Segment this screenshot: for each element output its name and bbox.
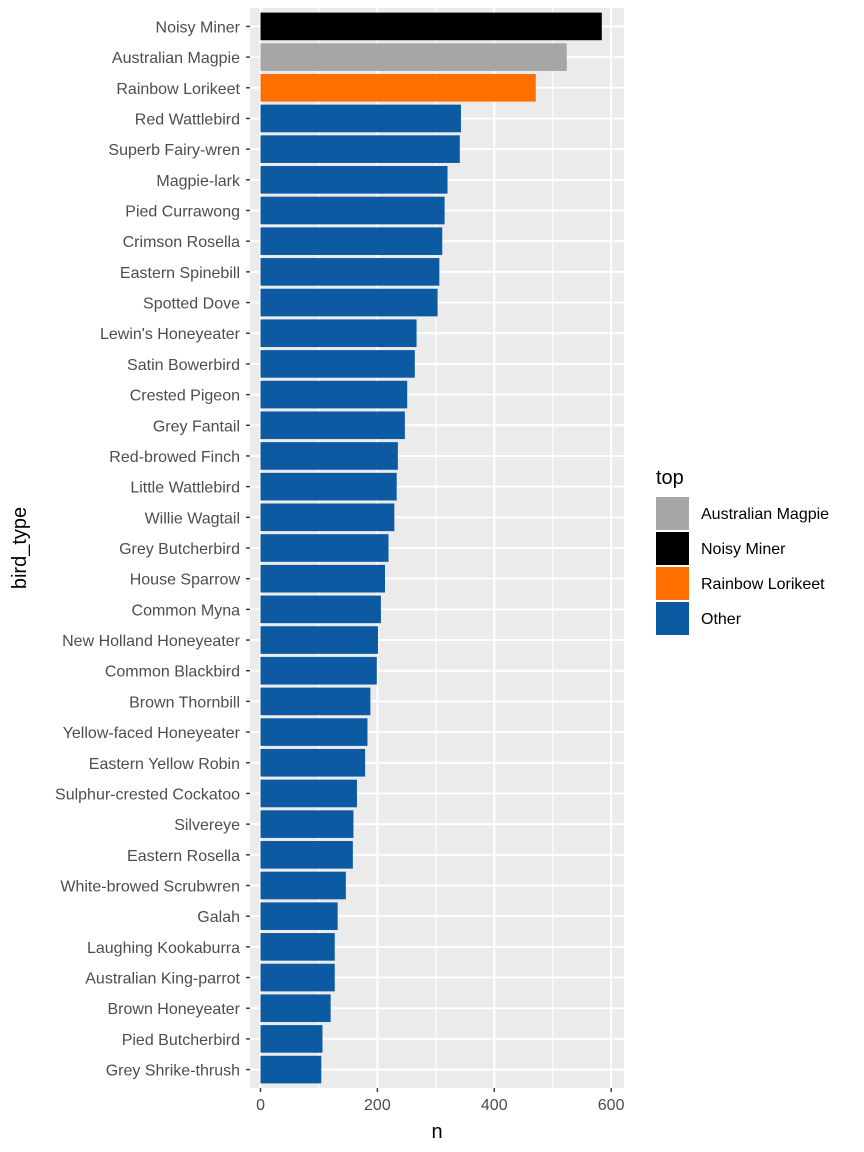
y-axis: Noisy Miner Australian Magpie Rainbow Lori…: [55, 19, 250, 1080]
y-tick-label: Galah: [197, 909, 240, 926]
y-tick-label: Superb Fairy-wren: [108, 142, 240, 159]
bar: [260, 411, 405, 440]
y-tick-label: Grey Fantail: [153, 418, 240, 435]
bar: [260, 350, 415, 378]
bar: [260, 319, 417, 348]
legend: top Australian Magpie Noisy Miner Rainbow …: [656, 467, 829, 635]
bars: [260, 12, 602, 1084]
y-tick-label: New Holland Honeyeater: [62, 633, 241, 650]
bar: [260, 104, 461, 133]
legend-key: [656, 532, 689, 565]
y-tick-label: House Sparrow: [130, 572, 241, 589]
bar: [260, 994, 331, 1023]
bar: [260, 472, 397, 501]
bar: [260, 442, 398, 470]
x-axis-title: n: [431, 1121, 442, 1143]
bar: [260, 564, 385, 593]
y-tick-label: Spotted Dove: [143, 296, 240, 313]
legend-key: [656, 567, 689, 600]
bar: [260, 12, 602, 41]
bar: [260, 902, 338, 930]
bar: [260, 841, 353, 869]
legend-key: [656, 497, 689, 530]
x-axis: 0 200 400 600: [256, 1088, 625, 1114]
y-tick-label: Willie Wagtail: [145, 510, 240, 527]
bar: [260, 810, 354, 838]
y-tick-label: Crimson Rosella: [123, 234, 240, 251]
y-tick-label: White-browed Scrubwren: [60, 879, 240, 896]
x-tick-label: 200: [364, 1097, 391, 1114]
bar: [260, 227, 443, 255]
bar: [260, 1055, 322, 1084]
bar: [260, 288, 438, 317]
y-tick-label: Magpie-lark: [156, 173, 241, 190]
y-tick-label: Rainbow Lorikeet: [116, 81, 240, 98]
y-tick-label: Pied Butcherbird: [122, 1032, 240, 1049]
bar: [260, 503, 395, 532]
x-tick-label: 600: [598, 1097, 625, 1114]
y-tick-label: Brown Thornbill: [129, 694, 240, 711]
y-tick-label: Grey Butcherbird: [119, 541, 240, 558]
bar: [260, 258, 440, 286]
bar: [260, 656, 377, 685]
bar: [260, 748, 366, 777]
y-tick-label: Silvereye: [174, 817, 240, 834]
y-tick-label: Red-browed Finch: [109, 449, 240, 466]
y-tick-label: Common Myna: [132, 602, 241, 619]
bar: [260, 135, 460, 163]
y-tick-label: Eastern Spinebill: [120, 265, 240, 282]
y-tick-label: Noisy Miner: [156, 19, 241, 36]
y-tick-label: Sulphur-crested Cockatoo: [55, 786, 240, 803]
y-tick-label: Pied Currawong: [125, 204, 240, 221]
bar: [260, 963, 335, 992]
y-tick-label: Australian King-parrot: [85, 971, 240, 988]
y-axis-title: bird_type: [9, 507, 31, 589]
bar: [260, 779, 357, 808]
y-tick-label: Yellow-faced Honeyeater: [63, 725, 241, 742]
x-tick-label: 400: [481, 1097, 508, 1114]
y-tick-label: Little Wattlebird: [130, 480, 240, 497]
legend-label: Rainbow Lorikeet: [701, 576, 825, 593]
bar: [260, 380, 408, 409]
y-tick-label: Eastern Rosella: [127, 848, 240, 865]
bar: [260, 687, 371, 716]
x-tick-label: 0: [256, 1097, 265, 1114]
bar: [260, 43, 567, 71]
y-tick-label: Red Wattlebird: [135, 111, 240, 128]
y-tick-label: Satin Bowerbird: [127, 357, 240, 374]
legend-title: top: [656, 467, 684, 489]
bar: [260, 871, 346, 900]
legend-label: Noisy Miner: [701, 541, 786, 558]
y-tick-label: Lewin's Honeyeater: [100, 326, 241, 343]
bar: [260, 718, 368, 746]
bar: [260, 166, 448, 194]
y-tick-label: Australian Magpie: [112, 50, 240, 67]
bar: [260, 534, 389, 562]
bar: [260, 595, 381, 624]
legend-label: Australian Magpie: [701, 506, 829, 523]
bar: [260, 933, 335, 961]
legend-label: Other: [701, 611, 742, 628]
legend-key: [656, 602, 689, 635]
y-tick-label: Grey Shrike-thrush: [106, 1063, 240, 1080]
y-tick-label: Laughing Kookaburra: [87, 940, 240, 957]
bar: [260, 626, 378, 654]
y-tick-label: Common Blackbird: [105, 664, 240, 681]
bar: [260, 196, 445, 225]
y-tick-label: Crested Pigeon: [130, 388, 240, 405]
bar: [260, 1025, 323, 1053]
bar: [260, 73, 536, 102]
y-tick-label: Eastern Yellow Robin: [89, 756, 240, 773]
y-tick-label: Brown Honeyeater: [107, 1001, 240, 1018]
